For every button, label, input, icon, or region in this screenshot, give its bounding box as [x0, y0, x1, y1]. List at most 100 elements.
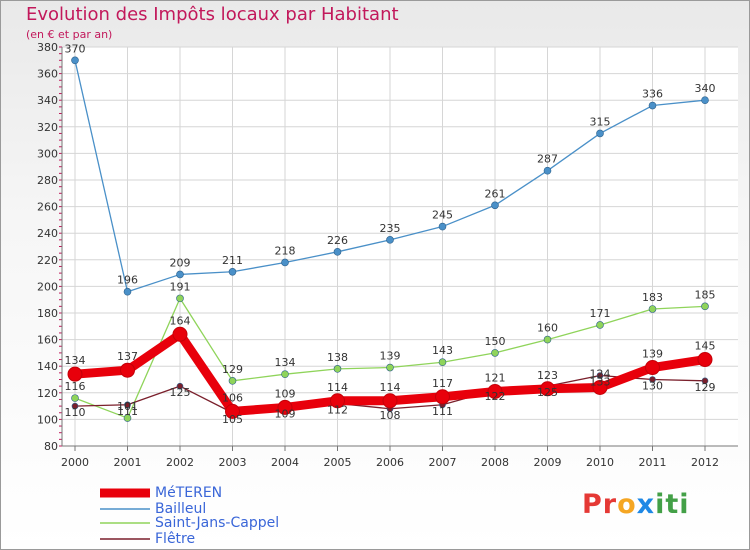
data-point-meteren	[487, 383, 503, 399]
data-point-meteren	[697, 352, 713, 368]
data-label-meteren: 164	[170, 314, 191, 327]
x-tick-label: 2009	[534, 456, 562, 469]
data-label-fletre: 125	[170, 386, 191, 399]
data-point-meteren	[172, 326, 188, 342]
legend-label-meteren: MéTEREN	[155, 485, 223, 501]
data-label-meteren: 134	[65, 354, 86, 367]
data-point-meteren	[382, 393, 398, 409]
x-tick-label: 2004	[271, 456, 299, 469]
data-label-fletre: 130	[642, 380, 663, 393]
data-label-bailleul: 287	[537, 153, 558, 166]
x-tick-label: 2001	[114, 456, 142, 469]
data-label-saint-jans-cappel: 134	[275, 356, 296, 369]
data-point-fletre	[71, 402, 79, 410]
data-point-saint-jans-cappel	[491, 349, 499, 357]
y-tick-label: 120	[37, 387, 58, 400]
data-point-bailleul	[123, 287, 132, 296]
logo-part-1: Pr	[582, 489, 618, 520]
data-label-bailleul: 261	[485, 187, 506, 200]
data-point-meteren	[120, 362, 135, 378]
data-label-meteren: 121	[485, 371, 506, 384]
data-point-saint-jans-cappel	[71, 394, 79, 402]
data-point-meteren	[592, 379, 608, 395]
data-point-bailleul	[701, 96, 709, 104]
data-point-fletre	[596, 372, 604, 379]
logo-part-2: o	[617, 489, 637, 520]
data-point-bailleul	[333, 248, 342, 256]
legend-label-saint-jans-cappel: Saint-Jans-Cappel	[155, 515, 280, 531]
data-label-meteren: 114	[380, 381, 401, 394]
y-tick-label: 180	[37, 307, 58, 320]
x-tick-label: 2011	[639, 456, 667, 469]
data-point-saint-jans-cappel	[176, 294, 184, 303]
data-label-fletre: 111	[117, 405, 138, 418]
data-label-meteren: 117	[432, 377, 453, 390]
logo-part-4: iti	[655, 489, 690, 520]
data-label-fletre: 105	[222, 413, 243, 426]
data-label-saint-jans-cappel: 139	[380, 350, 401, 363]
data-label-meteren: 145	[695, 340, 716, 353]
y-tick-label: 200	[37, 280, 58, 293]
data-point-fletre	[176, 382, 184, 390]
data-label-fletre: 111	[432, 405, 453, 418]
data-label-bailleul: 235	[380, 222, 401, 235]
x-tick-label: 2008	[481, 456, 509, 469]
x-tick-label: 2010	[586, 456, 614, 469]
logo-part-3: x	[636, 489, 656, 520]
y-tick-label: 160	[37, 334, 58, 347]
y-tick-label: 300	[37, 147, 58, 160]
y-tick-label: 360	[37, 68, 58, 81]
data-label-saint-jans-cappel: 185	[695, 288, 716, 301]
data-label-bailleul: 315	[590, 115, 611, 128]
data-label-bailleul: 211	[222, 254, 243, 267]
legend-label-bailleul: Bailleul	[155, 501, 207, 517]
chart-subtitle: (en € et par an)	[26, 28, 113, 41]
y-tick-label: 340	[37, 94, 58, 107]
data-point-meteren	[330, 393, 345, 409]
data-point-meteren	[67, 366, 83, 382]
data-point-bailleul	[438, 222, 447, 231]
y-tick-label: 140	[37, 360, 58, 373]
data-point-fletre	[649, 376, 656, 383]
data-label-fletre: 133	[590, 376, 611, 389]
x-tick-label: 2012	[691, 456, 719, 469]
data-point-saint-jans-cappel	[333, 365, 342, 373]
data-point-meteren	[225, 403, 240, 419]
y-tick-label: 240	[37, 227, 58, 240]
data-point-bailleul	[543, 166, 552, 175]
data-point-saint-jans-cappel	[543, 335, 552, 344]
data-label-saint-jans-cappel: 150	[485, 335, 506, 348]
data-label-meteren: 139	[642, 348, 663, 361]
data-label-saint-jans-cappel: 116	[65, 380, 86, 393]
y-tick-label: 80	[44, 440, 58, 453]
x-tick-label: 2000	[61, 456, 89, 469]
x-tick-label: 2002	[166, 456, 194, 469]
data-label-fletre: 125	[537, 386, 558, 399]
data-label-saint-jans-cappel: 129	[222, 363, 243, 376]
data-point-saint-jans-cappel	[648, 305, 657, 313]
data-point-meteren	[277, 399, 293, 415]
data-label-meteren: 124	[590, 367, 611, 380]
data-point-saint-jans-cappel	[701, 302, 709, 311]
data-point-bailleul	[648, 101, 657, 110]
data-label-bailleul: 245	[432, 209, 453, 222]
data-point-bailleul	[71, 56, 79, 65]
data-label-fletre: 110	[65, 406, 86, 419]
data-point-fletre	[701, 377, 709, 385]
data-point-bailleul	[176, 270, 184, 279]
data-label-meteren: 109	[275, 387, 296, 400]
data-label-meteren: 114	[327, 381, 348, 394]
data-label-bailleul: 336	[642, 88, 663, 101]
y-tick-label: 220	[37, 254, 58, 267]
y-tick-label: 320	[37, 121, 58, 134]
data-label-fletre: 109	[275, 407, 296, 420]
data-label-saint-jans-cappel: 101	[117, 400, 138, 413]
data-label-saint-jans-cappel: 138	[327, 351, 348, 364]
data-label-fletre: 122	[485, 390, 506, 403]
data-point-saint-jans-cappel	[123, 414, 132, 422]
data-point-bailleul	[491, 201, 499, 210]
data-label-fletre: 112	[327, 403, 348, 416]
legend-label-fletre: Flêtre	[155, 531, 196, 547]
data-label-bailleul: 340	[695, 82, 716, 95]
